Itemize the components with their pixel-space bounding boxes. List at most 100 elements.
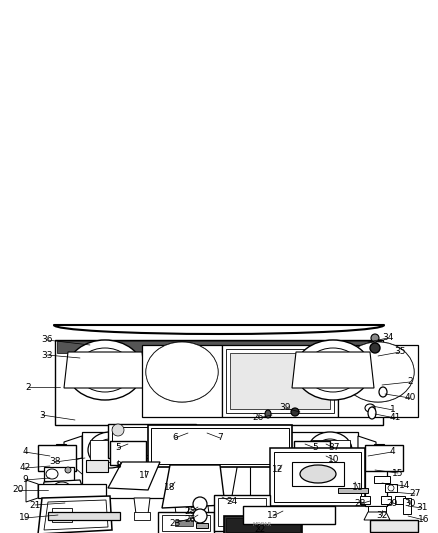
Bar xyxy=(290,512,306,520)
Polygon shape xyxy=(207,498,223,514)
Text: 5: 5 xyxy=(312,443,318,453)
Text: 37: 37 xyxy=(328,443,340,453)
Ellipse shape xyxy=(154,349,210,395)
Bar xyxy=(385,484,397,492)
Ellipse shape xyxy=(300,465,336,483)
Bar xyxy=(142,345,222,417)
Polygon shape xyxy=(64,352,146,388)
Ellipse shape xyxy=(365,404,375,412)
Bar xyxy=(190,434,250,496)
Text: 26: 26 xyxy=(184,515,196,524)
Text: 38: 38 xyxy=(49,457,61,466)
Text: 13: 13 xyxy=(267,512,279,521)
Bar xyxy=(226,518,300,532)
Text: 30: 30 xyxy=(404,499,416,508)
Text: 14: 14 xyxy=(399,481,411,490)
Text: 28: 28 xyxy=(354,499,366,508)
Bar xyxy=(218,498,266,526)
Ellipse shape xyxy=(193,497,207,511)
Text: MOPAR: MOPAR xyxy=(252,522,272,528)
Polygon shape xyxy=(364,512,390,520)
Text: 27: 27 xyxy=(410,489,420,498)
Bar xyxy=(365,448,387,506)
Ellipse shape xyxy=(265,410,271,418)
Polygon shape xyxy=(44,500,108,530)
Bar xyxy=(200,440,240,462)
Polygon shape xyxy=(26,480,38,502)
Bar xyxy=(48,512,120,520)
Ellipse shape xyxy=(291,408,299,416)
Text: 24: 24 xyxy=(226,497,238,506)
Text: 36: 36 xyxy=(41,335,53,344)
Bar xyxy=(56,444,66,460)
Bar xyxy=(312,440,350,462)
Bar xyxy=(82,432,358,498)
Text: 29: 29 xyxy=(386,499,398,508)
Text: 20: 20 xyxy=(12,486,24,495)
Bar xyxy=(243,506,335,524)
Text: 10: 10 xyxy=(328,456,340,464)
Bar xyxy=(250,512,266,520)
Bar xyxy=(368,506,386,512)
Text: 18: 18 xyxy=(164,483,176,492)
Bar xyxy=(338,345,418,417)
Text: 15: 15 xyxy=(392,469,404,478)
Bar xyxy=(338,488,368,493)
Polygon shape xyxy=(358,436,376,462)
Ellipse shape xyxy=(295,340,371,400)
Ellipse shape xyxy=(342,342,414,402)
Bar xyxy=(151,428,289,464)
Text: 2: 2 xyxy=(25,383,31,392)
Bar xyxy=(365,445,403,471)
Bar xyxy=(367,456,383,462)
Bar xyxy=(108,424,196,458)
Ellipse shape xyxy=(379,387,387,397)
Bar xyxy=(230,353,330,409)
Bar xyxy=(162,515,210,531)
Text: 2: 2 xyxy=(407,377,413,386)
Ellipse shape xyxy=(193,509,207,523)
Text: 23: 23 xyxy=(170,519,181,528)
Bar xyxy=(224,516,302,533)
Text: 35: 35 xyxy=(394,348,406,357)
Bar xyxy=(110,441,146,465)
Text: 42: 42 xyxy=(19,464,31,472)
Bar xyxy=(112,427,192,455)
Ellipse shape xyxy=(46,469,58,479)
Bar xyxy=(57,341,381,353)
Bar xyxy=(403,498,411,514)
Bar xyxy=(175,520,193,526)
Text: 17: 17 xyxy=(139,472,151,481)
Ellipse shape xyxy=(354,352,402,392)
Text: 3: 3 xyxy=(39,410,45,419)
Text: 34: 34 xyxy=(382,334,394,343)
Bar xyxy=(214,495,270,531)
Polygon shape xyxy=(290,498,306,514)
Ellipse shape xyxy=(371,334,379,342)
Text: 26: 26 xyxy=(252,414,264,423)
Text: 41: 41 xyxy=(389,414,401,423)
Bar xyxy=(174,512,190,520)
Text: 4: 4 xyxy=(22,448,28,456)
Bar xyxy=(134,512,150,520)
Text: 32: 32 xyxy=(376,511,388,520)
Ellipse shape xyxy=(146,342,218,402)
Bar xyxy=(86,460,108,472)
Ellipse shape xyxy=(88,432,132,468)
Polygon shape xyxy=(108,462,160,490)
Polygon shape xyxy=(174,498,190,514)
Ellipse shape xyxy=(360,357,396,387)
Bar xyxy=(292,462,344,486)
Text: 6: 6 xyxy=(172,433,178,442)
Ellipse shape xyxy=(158,352,206,392)
Ellipse shape xyxy=(77,348,133,392)
Polygon shape xyxy=(162,465,225,508)
Bar xyxy=(148,425,292,467)
Text: 7: 7 xyxy=(217,433,223,442)
Ellipse shape xyxy=(316,439,344,461)
Polygon shape xyxy=(202,462,238,496)
Text: 4: 4 xyxy=(389,448,395,456)
Bar xyxy=(207,512,223,520)
Ellipse shape xyxy=(308,432,352,468)
Ellipse shape xyxy=(350,349,406,395)
